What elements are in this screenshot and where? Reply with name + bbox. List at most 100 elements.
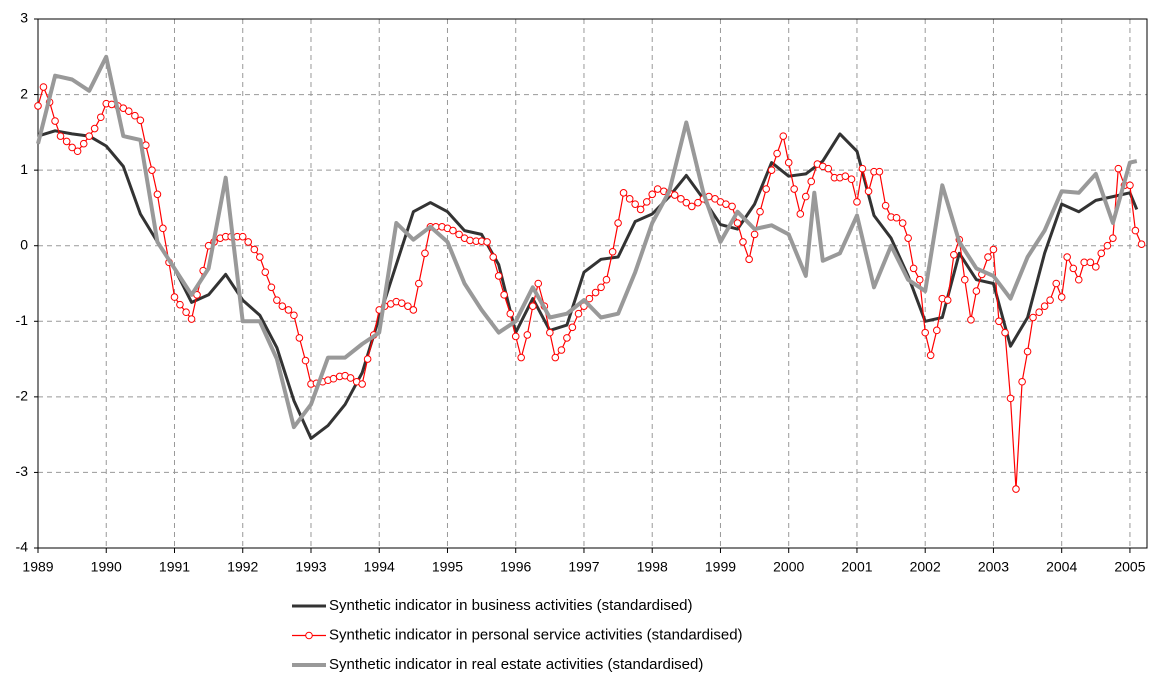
data-point — [853, 198, 861, 206]
data-point — [1057, 293, 1066, 301]
data-point — [261, 268, 270, 276]
data-point — [898, 219, 907, 227]
data-point — [1103, 241, 1112, 250]
data-point — [1109, 234, 1117, 242]
data-point — [250, 245, 259, 254]
x-tick-label: 1992 — [227, 559, 258, 575]
data-point — [631, 200, 639, 208]
data-point — [51, 117, 59, 125]
data-point — [614, 219, 622, 227]
x-tick-label: 1993 — [295, 559, 326, 575]
data-point — [796, 210, 805, 218]
data-point — [950, 250, 958, 259]
data-point — [875, 167, 884, 176]
data-point — [1131, 226, 1140, 235]
data-point — [1074, 275, 1083, 284]
data-point — [39, 83, 48, 91]
x-tick-label: 1998 — [637, 559, 668, 575]
data-point — [750, 230, 759, 239]
data-point — [597, 283, 605, 292]
data-point — [62, 137, 71, 146]
data-point — [989, 245, 998, 254]
data-point — [511, 332, 520, 341]
x-tick-label: 1991 — [159, 559, 190, 575]
data-point — [187, 315, 196, 323]
data-point — [148, 166, 156, 174]
data-point — [602, 275, 611, 284]
data-point — [847, 175, 856, 184]
data-point — [449, 226, 457, 235]
data-point — [1023, 347, 1032, 356]
data-point — [267, 283, 276, 292]
data-point — [489, 253, 498, 261]
data-point — [1052, 279, 1061, 288]
data-point — [397, 299, 406, 307]
data-point — [733, 219, 742, 227]
data-point — [131, 111, 139, 120]
series-line — [36, 54, 1138, 430]
data-point — [1086, 258, 1095, 267]
data-point — [1046, 296, 1054, 304]
data-point — [909, 264, 918, 273]
x-tick-label: 2005 — [1114, 559, 1145, 575]
data-point — [608, 247, 617, 256]
x-tick-label: 1990 — [91, 559, 122, 575]
data-point — [295, 334, 304, 342]
data-point — [244, 238, 252, 246]
x-tick-label: 2000 — [773, 559, 804, 575]
data-point — [404, 302, 412, 310]
data-point — [238, 232, 247, 241]
x-tick-label: 1999 — [705, 559, 736, 575]
data-point — [722, 200, 730, 208]
data-point — [1035, 308, 1043, 317]
y-tick-label: -1 — [16, 312, 29, 328]
data-point — [677, 195, 685, 203]
data-point — [921, 328, 930, 337]
data-point — [790, 185, 798, 193]
data-point — [551, 353, 560, 362]
data-point — [1080, 258, 1089, 267]
data-point — [290, 311, 298, 320]
x-tick-label: 2003 — [978, 559, 1009, 575]
data-point — [648, 190, 657, 199]
data-point — [546, 328, 554, 337]
data-point — [926, 351, 935, 360]
y-tick-label: -2 — [16, 388, 29, 404]
data-point — [256, 253, 264, 261]
data-point — [960, 275, 969, 284]
x-tick-label: 1995 — [432, 559, 463, 575]
data-point — [642, 198, 651, 206]
data-point — [779, 132, 788, 140]
data-point — [483, 238, 491, 246]
data-point — [273, 296, 281, 304]
y-tick-label: 3 — [20, 10, 28, 26]
data-point — [636, 205, 645, 214]
x-tick-label: 1997 — [568, 559, 599, 575]
data-point — [563, 334, 571, 342]
data-point — [687, 202, 696, 211]
data-point — [358, 380, 366, 388]
data-point — [278, 302, 287, 310]
data-point — [619, 189, 628, 197]
data-point — [1126, 181, 1134, 190]
data-point — [1006, 394, 1015, 403]
data-point — [153, 190, 162, 199]
data-point — [933, 326, 941, 335]
data-point — [728, 202, 736, 211]
legend-marker — [305, 631, 313, 640]
data-point — [574, 309, 583, 318]
data-point — [284, 306, 293, 314]
x-tick-label: 2004 — [1046, 559, 1077, 575]
data-point — [892, 213, 901, 222]
data-point — [568, 323, 577, 332]
data-point — [915, 275, 924, 284]
data-point — [1040, 302, 1049, 310]
data-point — [841, 172, 850, 180]
data-point — [1001, 328, 1009, 337]
x-tick-label: 1989 — [22, 559, 53, 575]
data-point — [585, 294, 594, 303]
data-point — [784, 158, 793, 167]
data-point — [591, 288, 600, 297]
data-point — [421, 249, 429, 258]
